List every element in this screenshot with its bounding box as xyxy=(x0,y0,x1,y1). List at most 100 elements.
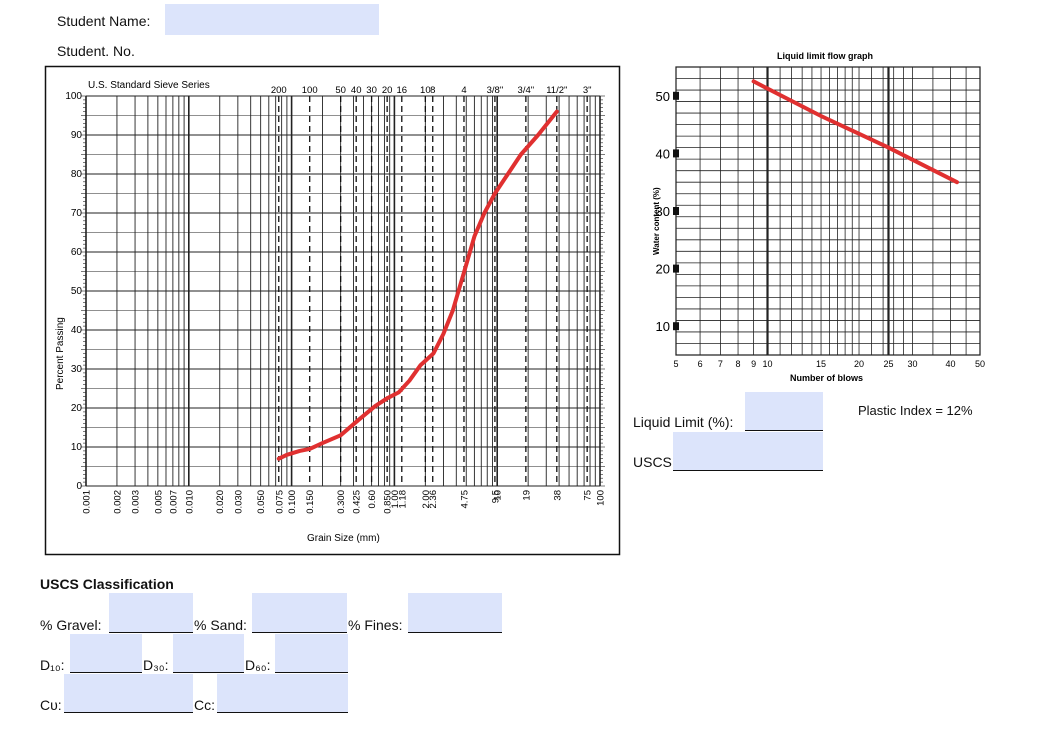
d60-label: D₆₀: xyxy=(245,657,271,673)
y-tick-label: 100 xyxy=(65,91,82,102)
y-tick-label: 90 xyxy=(71,130,83,141)
size-tick-label: 0.002 xyxy=(112,490,123,514)
ll-y-tick-label: 50 xyxy=(656,89,670,104)
y-tick-label: 80 xyxy=(71,169,83,180)
d10-field[interactable] xyxy=(70,634,142,672)
liquid-limit-label: Liquid Limit (%): xyxy=(633,414,734,430)
ll-y-tick-marker xyxy=(673,149,679,158)
ll-x-tick-label: 20 xyxy=(854,359,864,369)
gravel-underline xyxy=(109,632,193,633)
ll-x-tick-label: 9 xyxy=(751,359,756,369)
size-tick-label: 75 xyxy=(583,490,594,501)
cc-field[interactable] xyxy=(217,674,348,712)
size-tick-label: 0.005 xyxy=(153,490,164,514)
x-axis-label: Grain Size (mm) xyxy=(307,533,380,544)
uscs-heading: USCS Classification xyxy=(40,576,174,592)
cu-field[interactable] xyxy=(64,674,193,712)
gradation-chart-frame xyxy=(44,65,621,556)
fines-field[interactable] xyxy=(408,593,502,632)
sand-field[interactable] xyxy=(252,593,347,632)
ll-y-tick-marker xyxy=(673,91,679,100)
d10-underline xyxy=(70,672,142,673)
ll-x-axis-label: Number of blows xyxy=(790,373,863,383)
plastic-index-text: Plastic Index = 12% xyxy=(858,403,973,418)
sieve-labels: 200 100 50 40 30 20 16 10 8 4 3/8" 3/4" 11/2" 3" xyxy=(271,85,592,96)
ll-x-tick-label: 10 xyxy=(763,359,773,369)
ll-y-tick-marker xyxy=(673,207,679,215)
student-name-label: Student Name: xyxy=(57,13,151,29)
size-tick-label: 4.75 xyxy=(459,490,470,509)
y-tick-label: 50 xyxy=(71,286,83,297)
size-tick-label: 0.075 xyxy=(274,490,285,514)
size-tick-label: 38 xyxy=(552,490,563,501)
fines-label: % Fines: xyxy=(348,617,403,633)
size-tick-label: 0.150 xyxy=(305,490,316,514)
size-tick-label: 19 xyxy=(521,490,532,501)
cc-label: Cᴄ: xyxy=(194,697,215,713)
size-tick-label: 0.003 xyxy=(131,490,142,514)
d30-underline xyxy=(173,672,244,673)
uscs-field[interactable] xyxy=(673,432,823,470)
sieve-label: 100 xyxy=(302,85,318,96)
fines-underline xyxy=(408,632,502,633)
student-name-field[interactable] xyxy=(165,4,379,35)
size-tick-label: 10 xyxy=(493,490,504,501)
y-tick-label: 10 xyxy=(71,442,83,453)
ll-y-tick-marker xyxy=(673,322,679,331)
ll-frame xyxy=(675,66,981,356)
size-tick-label: 0.030 xyxy=(233,490,244,514)
ll-x-tick-label: 5 xyxy=(673,359,678,369)
d10-label: D₁₀: xyxy=(40,657,65,673)
ll-x-tick-label: 40 xyxy=(946,359,956,369)
ll-x-tick-label: 50 xyxy=(975,359,985,369)
ll-x-tick-label: 7 xyxy=(718,359,723,369)
gradation-curve xyxy=(276,109,559,461)
sieve-label: 11/2" xyxy=(546,85,567,96)
liquid-limit-field[interactable] xyxy=(745,392,823,430)
ll-x-tick-label: 6 xyxy=(698,359,703,369)
d30-label: D₃₀: xyxy=(143,657,169,673)
sieve-label: 200 xyxy=(271,85,287,96)
size-tick-label: 2.00 xyxy=(421,490,432,509)
sand-underline xyxy=(252,632,347,633)
ll-y-tick-label: 10 xyxy=(656,319,670,334)
size-tick-label: 0.007 xyxy=(168,490,179,514)
sieve-label: 40 xyxy=(351,85,362,96)
ll-flow-curve xyxy=(751,79,959,185)
sieve-label: 30 xyxy=(366,85,377,96)
ll-y-axis-label: Water content (%) xyxy=(652,187,661,255)
y-axis-label: Percent Passing xyxy=(55,317,66,390)
sieve-label: 10 xyxy=(420,85,431,96)
sieve-label: 50 xyxy=(335,85,346,96)
y-tick-label: 40 xyxy=(71,325,83,336)
ll-y-tick-label: 20 xyxy=(656,262,670,277)
size-tick-label: 2.36 xyxy=(428,490,439,509)
y-tick-label: 30 xyxy=(71,364,83,375)
sieve-label: 3/4" xyxy=(518,85,535,96)
d30-field[interactable] xyxy=(173,634,244,672)
size-tick-label: 1.00 xyxy=(390,490,401,509)
gravel-field[interactable] xyxy=(109,593,193,632)
y-tick-label: 20 xyxy=(71,403,83,414)
sieve-label: 4 xyxy=(461,85,466,96)
sieve-series-title: U.S. Standard Sieve Series xyxy=(88,80,210,91)
cu-label: Cᴜ: xyxy=(40,697,62,713)
size-tick-label: 0.60 xyxy=(367,490,378,509)
size-tick-label: 0.850 xyxy=(383,490,394,514)
uscs-label: USCS: xyxy=(633,454,676,470)
liquid-limit-underline xyxy=(745,430,823,431)
size-tick-label: 0.100 xyxy=(287,490,298,514)
y-tick-label: 60 xyxy=(71,247,83,258)
size-tick-label: 9.5 xyxy=(490,490,501,503)
size-tick-label: 0.050 xyxy=(256,490,267,514)
d60-field[interactable] xyxy=(275,634,348,672)
size-tick-label: 100 xyxy=(596,490,607,506)
ll-x-tick-label: 30 xyxy=(908,359,918,369)
liquid-limit-chart: Liquid limit flow graph Water content (%… xyxy=(652,51,985,383)
ll-chart-title: Liquid limit flow graph xyxy=(777,51,873,61)
size-tick-label: 0.425 xyxy=(352,490,363,514)
sieve-label: 16 xyxy=(397,85,408,96)
cc-underline xyxy=(217,712,348,713)
